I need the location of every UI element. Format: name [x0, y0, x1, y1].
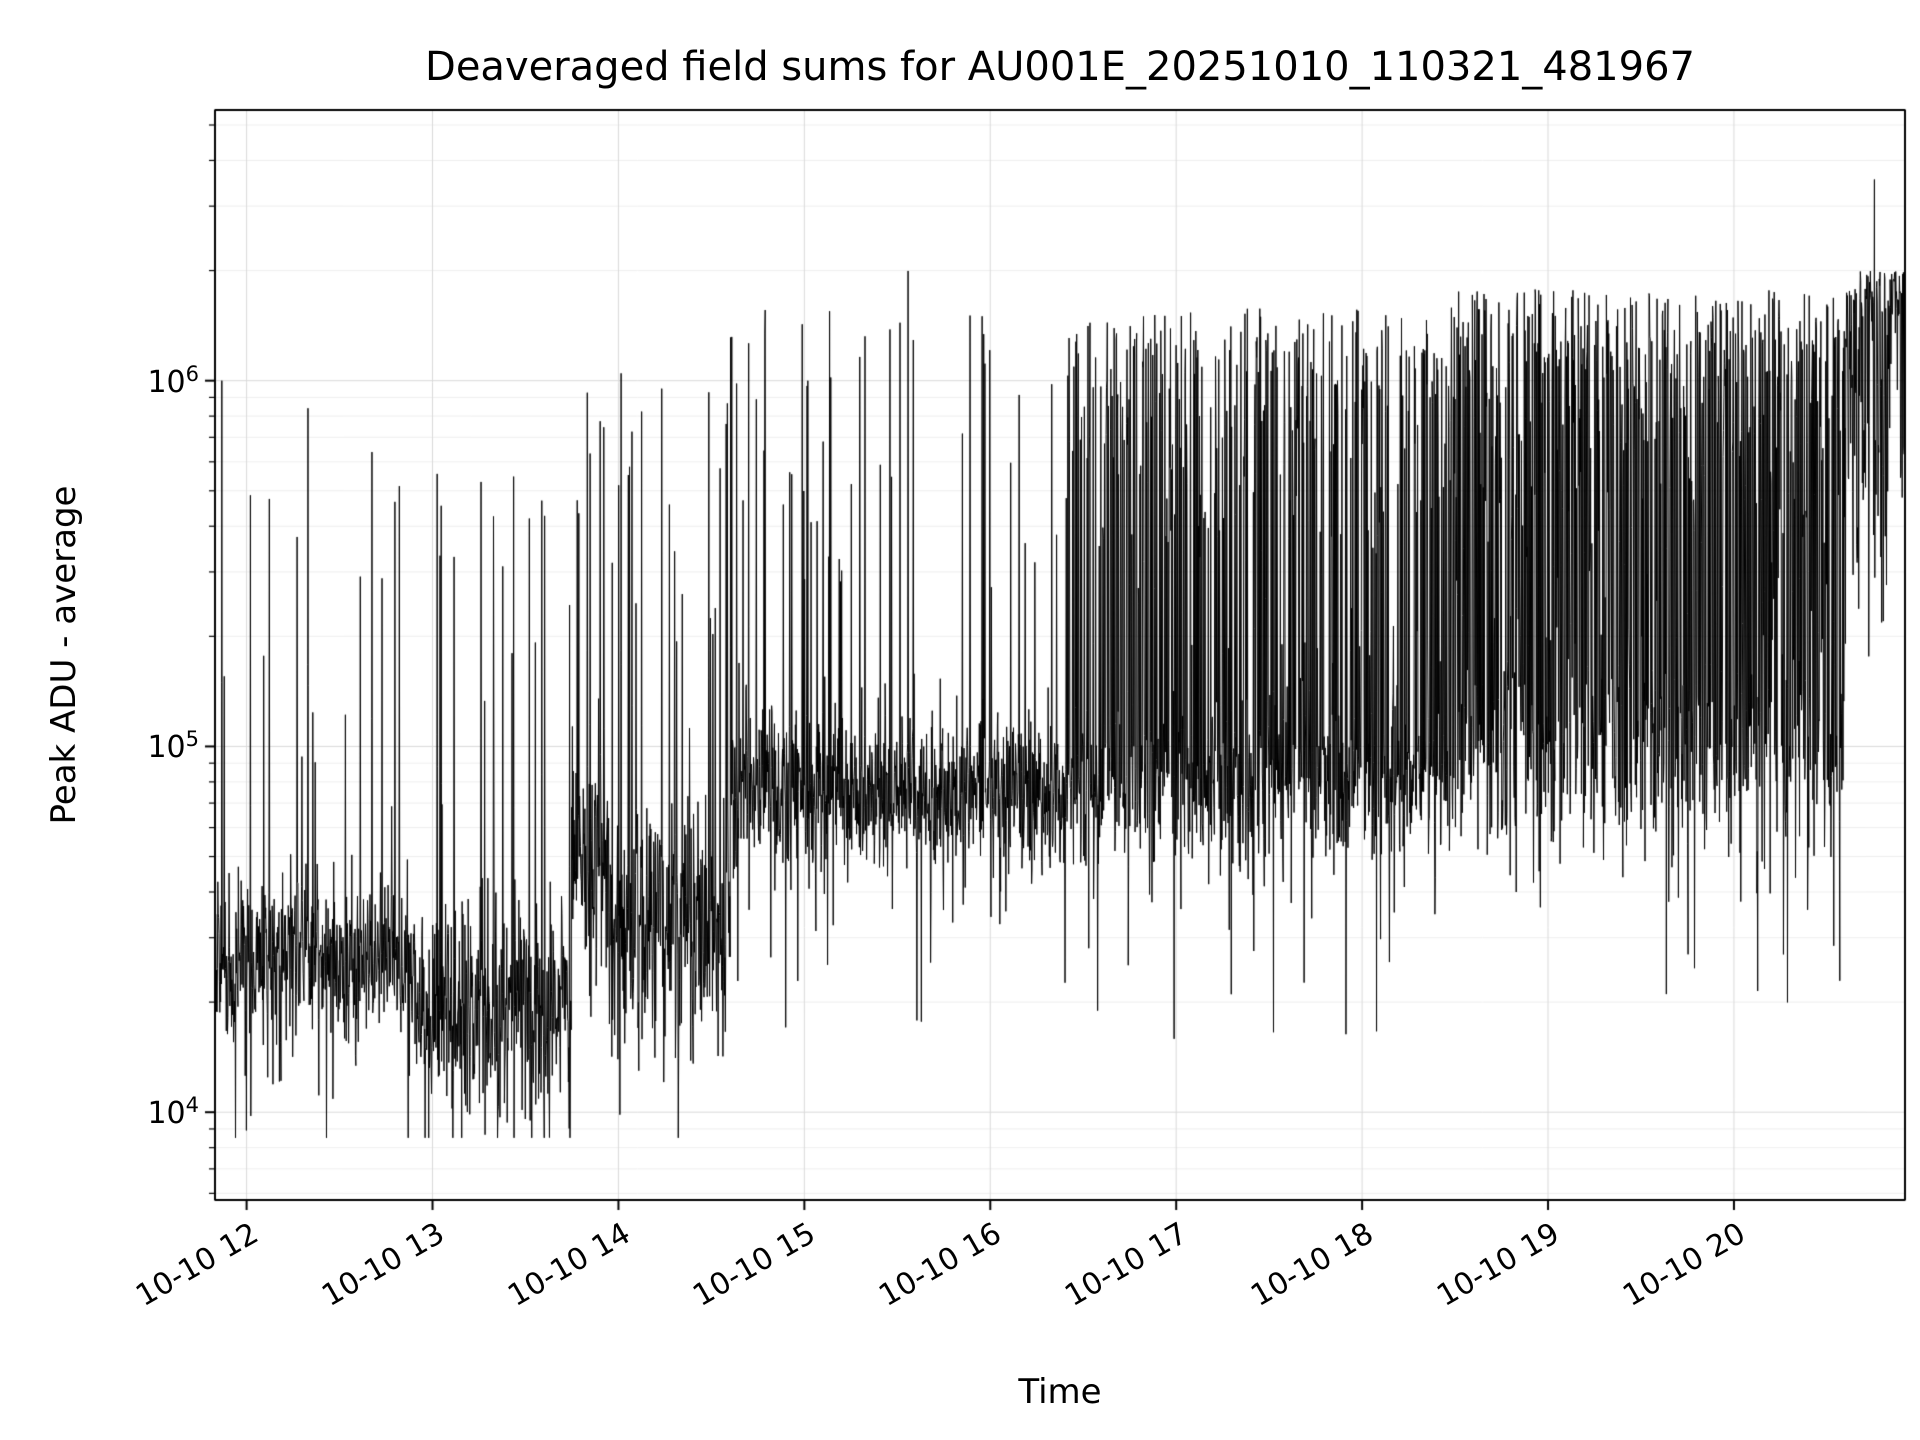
- y-tick-label: 105: [147, 727, 199, 766]
- x-axis-label: Time: [1018, 1372, 1102, 1412]
- y-tick-label: 104: [147, 1093, 199, 1132]
- y-tick-label: 106: [147, 361, 199, 400]
- y-axis-label: Peak ADU - average: [44, 485, 84, 825]
- chart-title: Deaveraged field sums for AU001E_2025101…: [425, 44, 1695, 90]
